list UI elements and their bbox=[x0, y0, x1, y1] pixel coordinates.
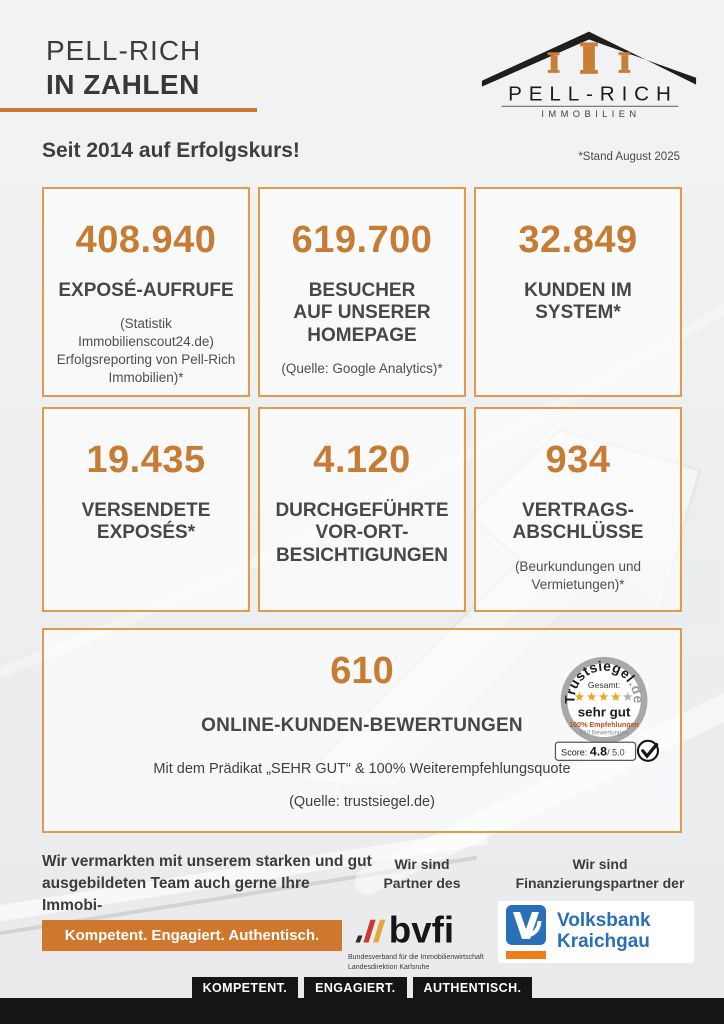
partner-bank-heading: Wir sind Finanzierungspartner der bbox=[515, 856, 685, 891]
logo-subtitle: IMMOBILIEN bbox=[541, 109, 640, 119]
review-box: 610 ONLINE-KUNDEN-BEWERTUNGEN Mit dem Pr… bbox=[42, 628, 682, 833]
pell-rich-logo: PELL-RICH IMMOBILIEN bbox=[476, 10, 702, 127]
stats-grid: 408.940 EXPOSÉ-AUFRUFE (Statistik Immobi… bbox=[42, 187, 682, 612]
bvfi-stripe-dark bbox=[355, 935, 363, 943]
stat-box-expose-aufrufe: 408.940 EXPOSÉ-AUFRUFE (Statistik Immobi… bbox=[42, 187, 250, 397]
check-circle bbox=[636, 739, 660, 762]
badge-rating-text: sehr gut bbox=[578, 704, 631, 719]
review-label: ONLINE-KUNDEN-BEWERTUNGEN bbox=[201, 715, 523, 736]
stat-label: BESUCHER AUF UNSERER HOMEPAGE bbox=[293, 280, 431, 346]
stat-box-besichtigungen: 4.120 DURCHGEFÜHRTE VOR-ORT- BESICHTIGUN… bbox=[258, 407, 466, 612]
review-subline: Mit dem Prädikat „SEHR GUT“ & 100% Weite… bbox=[153, 761, 571, 777]
bvfi-stripe-red bbox=[363, 919, 376, 943]
badge-gesamt-label: Gesamt: bbox=[588, 680, 620, 690]
score-pill bbox=[554, 741, 637, 761]
stat-box-vertragsabschluesse: 934 VERTRAGS- ABSCHLÜSSE (Beurkundungen … bbox=[474, 407, 682, 612]
stat-value: 619.700 bbox=[291, 219, 433, 261]
stat-label: DURCHGEFÜHRTE VOR-ORT- BESICHTIGUNGEN bbox=[275, 500, 449, 566]
columns-icon bbox=[547, 42, 631, 74]
stat-value: 19.435 bbox=[86, 439, 206, 481]
tab-kompetent: KOMPETENT. bbox=[191, 977, 299, 998]
volksbank-emblem-icon bbox=[506, 904, 546, 959]
tab-authentisch: AUTHENTISCH. bbox=[412, 977, 533, 998]
score-text: Score: 4.8/ 5.0 bbox=[561, 745, 625, 759]
partner-bvfi-block: Wir sind Partner des bvfi Bundesverband … bbox=[346, 855, 498, 974]
stat-value: 32.849 bbox=[518, 219, 638, 261]
badge-reviews-text: 610 Bewertungen bbox=[580, 730, 629, 737]
bvfi-logo: bvfi bbox=[355, 909, 454, 950]
stat-value: 408.940 bbox=[75, 219, 217, 261]
trustsiegel-badge: Trustsiegel.de Gesamt: ★★★★★ sehr gut 10… bbox=[554, 656, 660, 762]
stat-note: (Quelle: Google Analytics)* bbox=[281, 361, 443, 377]
stat-box-besucher-homepage: 619.700 BESUCHER AUF UNSERER HOMEPAGE (Q… bbox=[258, 187, 466, 397]
stars-full: ★★★★ bbox=[574, 690, 622, 704]
stat-box-kunden-im-system: 32.849 KUNDEN IM SYSTEM* bbox=[474, 187, 682, 397]
bvfi-wordmark: bvfi bbox=[389, 909, 454, 947]
stat-box-versendete-exposes: 19.435 VERSENDETE EXPOSÉS* bbox=[42, 407, 250, 612]
tab-engagiert: ENGAGIERT. bbox=[304, 977, 407, 998]
bottom-bar bbox=[0, 998, 724, 1024]
star-icons: ★★★★★ bbox=[574, 690, 634, 704]
stat-label: VERTRAGS- ABSCHLÜSSE bbox=[512, 500, 644, 544]
date-note: *Stand August 2025 bbox=[578, 151, 680, 163]
review-source: (Quelle: trustsiegel.de) bbox=[289, 794, 435, 810]
volksbank-wordmark: Volksbank Kraichgau bbox=[557, 910, 651, 952]
stat-value: 4.120 bbox=[313, 439, 411, 481]
stat-value: 934 bbox=[545, 439, 611, 481]
stat-note: (Statistik Immobilienscout24.de) Erfolgs… bbox=[56, 316, 236, 385]
tagline: Seit 2014 auf Erfolgskurs! bbox=[42, 139, 300, 162]
page-title-line1: PELL-RICH bbox=[46, 35, 202, 66]
score-label: Score: bbox=[561, 748, 590, 758]
stat-label: KUNDEN IM SYSTEM* bbox=[524, 280, 632, 324]
logo-wordmark: PELL-RICH bbox=[508, 82, 678, 105]
volksbank-logo: Volksbank Kraichgau bbox=[498, 900, 694, 963]
bvfi-subtitle: Bundesverband für die Immobilienwirtscha… bbox=[348, 953, 484, 972]
partner-bank-block: Wir sind Finanzierungspartner der Volksb… bbox=[498, 855, 702, 963]
score-max: / 5.0 bbox=[607, 748, 625, 758]
score-value: 4.8 bbox=[590, 745, 607, 759]
page-title-line2: IN ZAHLEN bbox=[46, 69, 200, 101]
check-icon bbox=[641, 742, 659, 759]
stat-label: EXPOSÉ-AUFRUFE bbox=[58, 280, 234, 301]
star-half: ★ bbox=[622, 690, 634, 704]
stat-note: (Beurkundungen und Vermietungen)* bbox=[514, 558, 642, 592]
title-underline bbox=[0, 108, 257, 112]
review-count: 610 bbox=[330, 650, 394, 692]
partner-bvfi-heading: Wir sind Partner des bbox=[383, 856, 461, 891]
stat-label: VERSENDETE EXPOSÉS* bbox=[81, 500, 211, 544]
page-title: PELL-RICH IN ZAHLEN bbox=[46, 34, 201, 102]
bottom-tabs: KOMPETENT. ENGAGIERT. AUTHENTISCH. bbox=[0, 977, 724, 998]
cta-banner: Kompetent. Engagiert. Authentisch. bbox=[42, 920, 342, 951]
bvfi-stripe-gold bbox=[373, 919, 386, 943]
badge-ring bbox=[560, 656, 648, 744]
badge-recommend-text: 100% Empfehlungen bbox=[569, 721, 639, 729]
